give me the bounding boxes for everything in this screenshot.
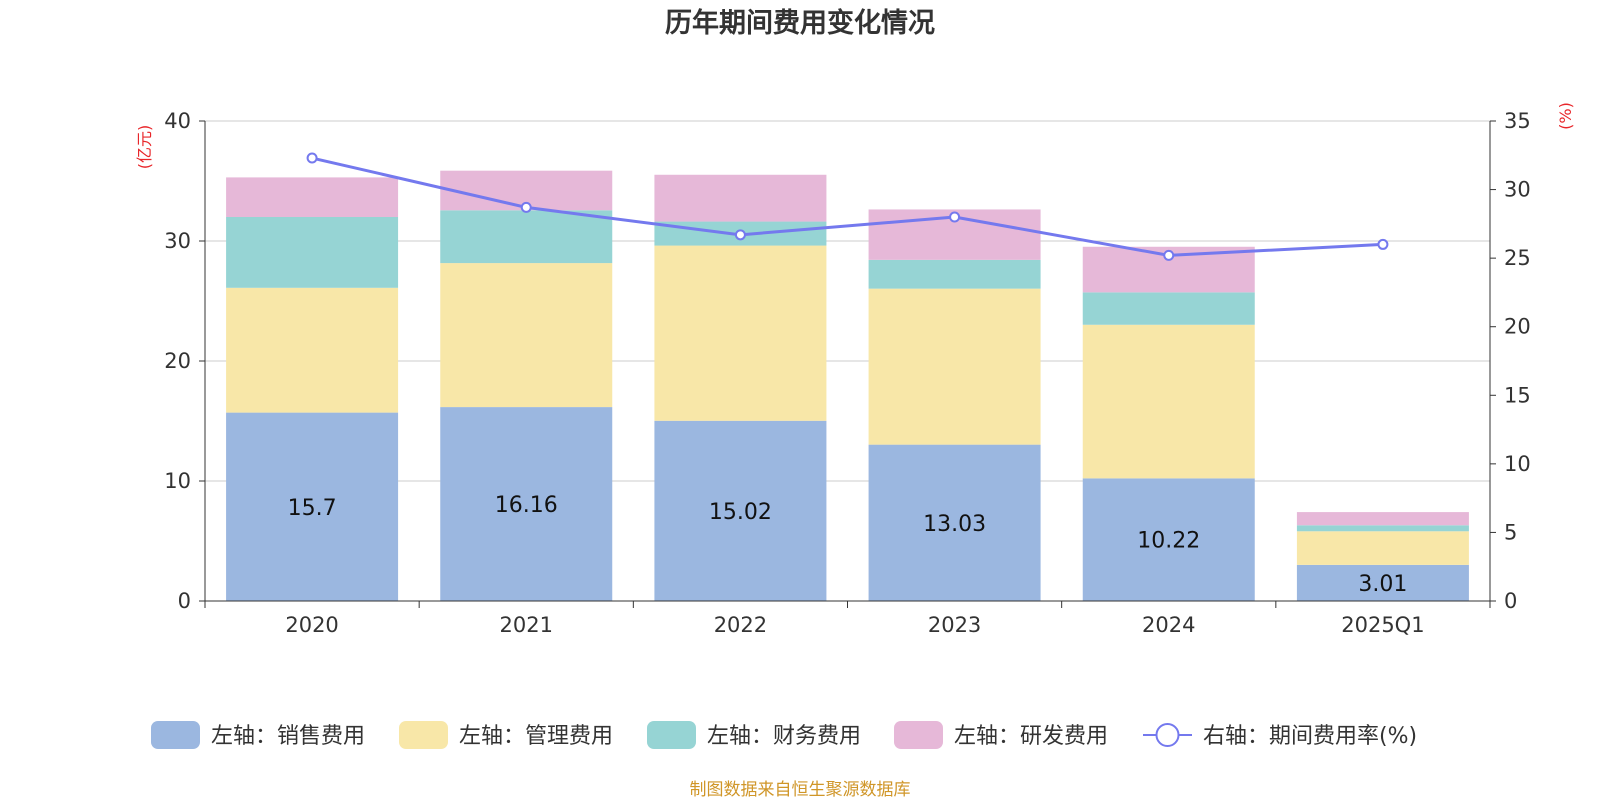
bar-segment bbox=[868, 444, 1041, 601]
right-axis-tick-label: 30 bbox=[1504, 178, 1531, 202]
rate-point bbox=[949, 211, 961, 223]
x-axis-tick-label: 2024 bbox=[1142, 613, 1195, 637]
bar-series: 15.7 16.16 15.02 13.03 10.22 3.01 bbox=[226, 170, 1469, 601]
right-axis-tick-label: 10 bbox=[1504, 452, 1531, 476]
right-axis-tick-label: 15 bbox=[1504, 383, 1531, 407]
bar-segment bbox=[1296, 531, 1469, 565]
x-axis-tick-label: 2022 bbox=[714, 613, 767, 637]
bar-data-label: 10.22 bbox=[1137, 529, 1200, 554]
bar-segment bbox=[1082, 478, 1255, 601]
legend-label: 左轴：研发费用 bbox=[954, 724, 1108, 749]
left-axis-tick-label: 20 bbox=[164, 349, 191, 373]
bar-segment bbox=[1082, 324, 1255, 479]
bar-data-label: 15.7 bbox=[288, 496, 337, 521]
bar-segment bbox=[440, 263, 613, 408]
x-axis-tick-label: 2025Q1 bbox=[1341, 613, 1424, 637]
bar-segment bbox=[1082, 292, 1255, 325]
left-axis-unit: (亿元) bbox=[135, 125, 154, 170]
rate-point bbox=[306, 152, 318, 164]
right-axis-tick-label: 20 bbox=[1504, 315, 1531, 339]
rate-line bbox=[311, 156, 1383, 257]
right-axis-tick-label: 0 bbox=[1504, 589, 1517, 613]
x-axis-tick-label: 2023 bbox=[928, 613, 981, 637]
right-axis-tick-label: 5 bbox=[1504, 520, 1517, 544]
bar-segment bbox=[226, 177, 399, 217]
bar-segment bbox=[654, 420, 827, 601]
legend: 左轴：销售费用 左轴：管理费用 左轴：财务费用 左轴：研发费用 右轴：期间费用率(%) bbox=[151, 721, 1417, 749]
legend-swatch bbox=[399, 721, 448, 749]
bar-data-label: 3.01 bbox=[1358, 572, 1407, 597]
bar-segment bbox=[226, 217, 399, 288]
legend-label: 左轴：管理费用 bbox=[459, 724, 613, 749]
bar-segment bbox=[1296, 564, 1469, 601]
bar-segment bbox=[868, 259, 1041, 289]
legend-swatch bbox=[894, 721, 943, 749]
x-axis-tick-label: 2020 bbox=[285, 613, 338, 637]
legend-label: 左轴：销售费用 bbox=[211, 724, 365, 749]
legend-label: 右轴：期间费用率(%) bbox=[1203, 724, 1417, 749]
chart-title: 历年期间费用变化情况 bbox=[665, 7, 935, 39]
left-axis-tick-label: 10 bbox=[164, 469, 191, 493]
legend-label: 左轴：财务费用 bbox=[707, 724, 861, 749]
rate-point bbox=[1163, 249, 1175, 261]
bar-segment bbox=[868, 288, 1041, 445]
bar-segment bbox=[1296, 525, 1469, 532]
left-axis-tick-label: 0 bbox=[178, 589, 191, 613]
right-axis-tick-label: 25 bbox=[1504, 246, 1531, 270]
bar-segment bbox=[226, 287, 399, 413]
left-axis-tick-label: 40 bbox=[164, 109, 191, 133]
right-axis-unit: (%) bbox=[1556, 102, 1575, 130]
x-axis-tick-label: 2021 bbox=[500, 613, 553, 637]
line-series bbox=[306, 152, 1389, 261]
bar-data-label: 15.02 bbox=[709, 500, 772, 525]
bar-data-label: 16.16 bbox=[495, 493, 558, 518]
axes: 0 10 20 30 40 0 5 10 15 20 25 30 35 2020 2021 2022 2023 2… bbox=[164, 109, 1530, 637]
bar-segment bbox=[440, 407, 613, 601]
rate-point bbox=[1377, 238, 1389, 250]
right-axis-tick-label: 35 bbox=[1504, 109, 1531, 133]
rate-point bbox=[734, 229, 746, 241]
bar-segment bbox=[1296, 512, 1469, 526]
left-axis-tick-label: 30 bbox=[164, 229, 191, 253]
legend-swatch bbox=[151, 721, 200, 749]
bar-data-label: 13.03 bbox=[923, 512, 986, 537]
bar-segment bbox=[440, 210, 613, 264]
bar-segment bbox=[654, 174, 827, 222]
bar-segment bbox=[654, 245, 827, 421]
gridlines bbox=[205, 120, 1490, 482]
bar-segment bbox=[226, 412, 399, 601]
source-note: 制图数据来自恒生聚源数据库 bbox=[690, 780, 911, 800]
legend-marker bbox=[1155, 723, 1180, 747]
legend-swatch bbox=[647, 721, 696, 749]
rate-point bbox=[520, 201, 532, 213]
